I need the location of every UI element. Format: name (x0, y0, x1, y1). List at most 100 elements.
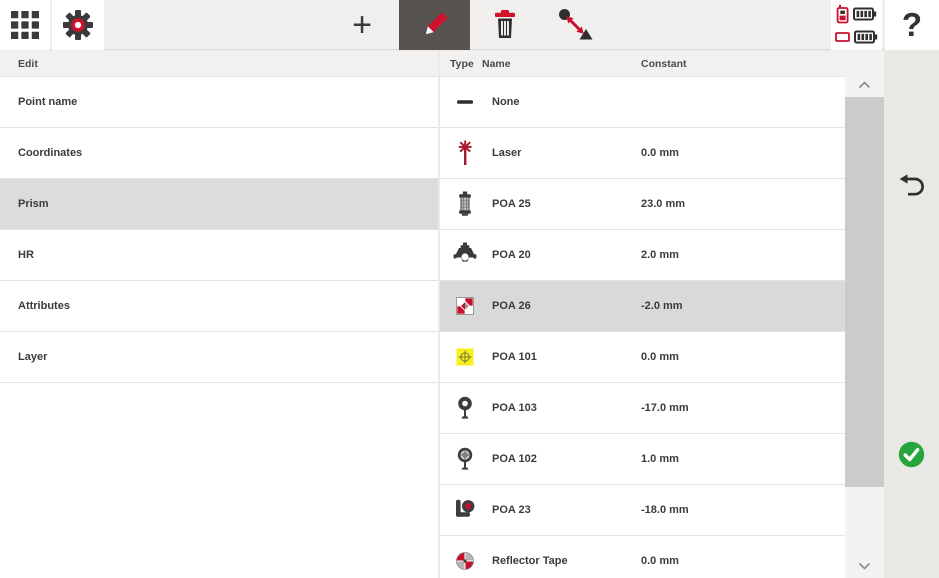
prism-name: POA 26 (492, 300, 531, 312)
gear-icon (60, 7, 96, 43)
prism-constant: 0.0 mm (641, 351, 679, 363)
prism-constant: 23.0 mm (641, 198, 686, 210)
undo-arrow-icon (897, 173, 927, 199)
app-grid-icon (11, 11, 39, 39)
column-name: Name (482, 57, 511, 70)
measure-distance-icon (556, 6, 594, 44)
prism-type-cell (448, 497, 482, 523)
prism-type-cell (448, 395, 482, 421)
toolbar: + (0, 0, 939, 50)
edit-item-point-name[interactable]: Point name (0, 77, 438, 128)
action-sidebar (884, 51, 939, 578)
main-area: Edit Point name Coordinates Prism HR Attribu… (0, 51, 939, 578)
poa101-target-icon (451, 344, 479, 370)
prism-row-poa-101[interactable]: POA 101 0.0 mm (440, 332, 845, 383)
laser-icon (451, 140, 479, 166)
prism-type-cell (448, 89, 482, 115)
confirm-button[interactable] (884, 434, 939, 474)
instrument-battery-icon (853, 30, 879, 44)
prism-name: POA 25 (492, 198, 531, 210)
prism-name: Laser (492, 147, 522, 159)
prism-type-cell (448, 344, 482, 370)
prism-constant: 0.0 mm (641, 555, 679, 567)
undo-button[interactable] (884, 166, 939, 206)
prism-name: None (492, 96, 520, 108)
edit-panel-title: Edit (18, 57, 38, 70)
prism-row-reflector-tape[interactable]: Reflector Tape 0.0 mm (440, 536, 845, 578)
poa23-prism-icon (451, 497, 479, 523)
help-button[interactable]: ? (885, 0, 939, 50)
prism-row-laser[interactable]: Laser 0.0 mm (440, 128, 845, 179)
app-grid-button[interactable] (0, 0, 50, 50)
scroll-up-icon[interactable] (845, 75, 884, 95)
prism-name: POA 20 (492, 249, 531, 261)
prism-row-poa-26[interactable]: POA 26 -2.0 mm (440, 281, 845, 332)
poa102-prism-icon (451, 446, 479, 472)
controller-icon (836, 4, 850, 24)
green-check-icon (898, 441, 925, 468)
trash-icon (490, 9, 520, 41)
instrument-icon (834, 31, 851, 43)
edit-panel-header: Edit (0, 51, 438, 77)
instrument-battery-status (834, 27, 879, 46)
scrollbar-thumb[interactable] (845, 97, 884, 487)
prism-name: POA 101 (492, 351, 537, 363)
poa103-prism-icon (451, 395, 479, 421)
prism-name: POA 102 (492, 453, 537, 465)
status-battery-panel[interactable] (831, 0, 882, 50)
edit-item-label: HR (18, 249, 34, 261)
prism-type-cell (448, 140, 482, 166)
edit-item-label: Point name (18, 96, 78, 108)
delete-button[interactable] (486, 0, 524, 50)
prism-constant: -2.0 mm (641, 300, 683, 312)
prism-row-none[interactable]: None (440, 77, 845, 128)
edit-item-coordinates[interactable]: Coordinates (0, 128, 438, 179)
edit-item-label: Attributes (18, 300, 70, 312)
prism-row-poa-23[interactable]: POA 23 -18.0 mm (440, 485, 845, 536)
prism-list-panel: Type Name Constant None Laser 0.0 mm (440, 51, 845, 578)
edit-panel: Edit Point name Coordinates Prism HR Attribu… (0, 51, 438, 578)
prism-constant: -18.0 mm (641, 504, 689, 516)
controller-battery-icon (852, 7, 878, 21)
poa25-prism-icon (451, 191, 479, 217)
column-constant: Constant (641, 57, 687, 70)
edit-button-selected[interactable] (399, 0, 470, 50)
reflector-tape-icon (451, 548, 479, 574)
prism-type-cell (448, 191, 482, 217)
prism-row-poa-25[interactable]: POA 25 23.0 mm (440, 179, 845, 230)
edit-item-label: Prism (18, 198, 49, 210)
plus-icon: + (352, 6, 372, 44)
prism-row-poa-20[interactable]: POA 20 2.0 mm (440, 230, 845, 281)
prism-type-cell (448, 446, 482, 472)
scroll-down-icon[interactable] (845, 556, 884, 576)
controller-battery-status (836, 4, 878, 24)
prism-name: POA 23 (492, 504, 531, 516)
prism-name: Reflector Tape (492, 555, 568, 567)
prism-constant: 0.0 mm (641, 147, 679, 159)
column-type: Type (450, 57, 474, 70)
edit-item-layer[interactable]: Layer (0, 332, 438, 383)
edit-item-hr[interactable]: HR (0, 230, 438, 281)
prism-row-poa-102[interactable]: POA 102 1.0 mm (440, 434, 845, 485)
vertical-scrollbar[interactable] (845, 51, 884, 578)
poa26-target-icon (451, 293, 479, 319)
poa20-prism-icon (451, 242, 479, 268)
pencil-icon (417, 7, 453, 43)
edit-item-prism[interactable]: Prism (0, 179, 438, 230)
settings-button[interactable] (52, 0, 104, 50)
edit-item-label: Layer (18, 351, 48, 363)
edit-item-attributes[interactable]: Attributes (0, 281, 438, 332)
prism-type-cell (448, 242, 482, 268)
prism-row-poa-103[interactable]: POA 103 -17.0 mm (440, 383, 845, 434)
help-icon: ? (901, 6, 923, 43)
prism-name: POA 103 (492, 402, 537, 414)
edit-item-label: Coordinates (18, 147, 83, 159)
prism-type-cell (448, 548, 482, 574)
prism-constant: 1.0 mm (641, 453, 679, 465)
prism-type-cell (448, 293, 482, 319)
measure-distance-button[interactable] (552, 0, 598, 50)
prism-constant: 2.0 mm (641, 249, 679, 261)
none-dash-icon (451, 89, 479, 115)
prism-constant: -17.0 mm (641, 402, 689, 414)
add-button[interactable]: + (344, 0, 380, 50)
